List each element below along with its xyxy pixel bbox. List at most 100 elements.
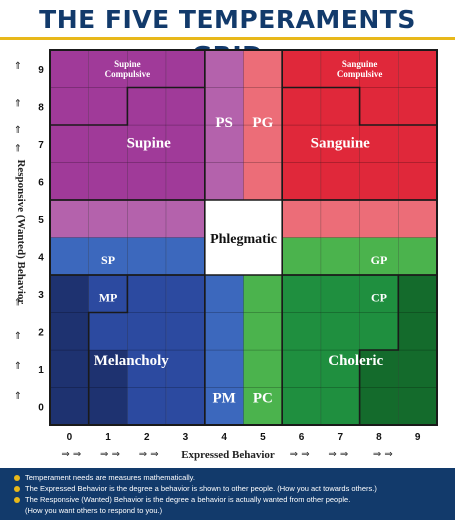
- label-mp-line: MP: [99, 290, 118, 304]
- grid-cell: [243, 124, 283, 163]
- grid-cell: [243, 312, 283, 351]
- label-supine: Supine: [127, 136, 172, 152]
- grid-cell: [397, 387, 438, 426]
- grid-cell: [243, 349, 283, 388]
- grid-cell: [49, 87, 90, 126]
- grid-cell: [165, 87, 206, 126]
- grid-cell: [165, 312, 206, 351]
- grid-cell: [88, 274, 128, 313]
- notes-footer: Temperament needs are measures mathemati…: [0, 468, 455, 520]
- grid-cell: [320, 87, 360, 126]
- grid-cell: [49, 349, 90, 388]
- y-tick-label: 9: [38, 65, 44, 76]
- x-arrow-icon: ⇒ ⇒: [61, 449, 81, 460]
- label-supine-compulsive-line: Supine: [114, 59, 141, 69]
- y-arrow-icon: ⇑: [14, 391, 22, 402]
- label-melancholy-compulsive-line: Compulsive: [67, 436, 110, 446]
- grid-cell: [88, 49, 128, 88]
- grid-cell: [204, 49, 244, 88]
- label-gp: GP: [371, 253, 388, 267]
- note-text: Temperament needs are measures mathemati…: [25, 473, 195, 482]
- grid-cell: [165, 199, 206, 238]
- grid-cell: [127, 124, 167, 163]
- grid-cell: [397, 349, 438, 388]
- label-choleric-compulsive: Choleric Compulsive: [377, 426, 420, 446]
- bullet-icon: [14, 497, 20, 504]
- y-tick-label: 5: [38, 215, 44, 226]
- grid-cell: [281, 312, 322, 351]
- grid-cell: [359, 199, 399, 238]
- grid-cell: [127, 87, 167, 126]
- grid-cell: [281, 199, 322, 238]
- grid-cell: [243, 162, 283, 201]
- label-melancholy-line: Melancholy: [94, 353, 169, 369]
- label-sanguine-compulsive-line: Sanguine: [342, 59, 378, 69]
- label-sanguine-compulsive: Sanguine Compulsive: [337, 59, 383, 79]
- label-supine-line: Supine: [127, 136, 172, 152]
- grid-cell: [281, 162, 322, 201]
- grid-cell: [49, 274, 90, 313]
- label-supine-compulsive: Supine Compulsive: [105, 59, 151, 79]
- melancholy-compulsive-border: [87, 275, 129, 425]
- grid-cell: [165, 387, 206, 426]
- y-arrow-icon: ⇑: [14, 125, 22, 136]
- x-tick-label: 6: [299, 432, 305, 443]
- title-bar: THE FIVE TEMPERAMENTS GRID: [0, 0, 455, 70]
- x-tick-label: 1: [105, 432, 111, 443]
- y-tick-label: 8: [38, 102, 44, 113]
- y-axis-label: Responsive (Wanted) Behavior: [15, 159, 27, 304]
- grid-cell: [204, 349, 244, 388]
- x-tick-label: 0: [67, 432, 73, 443]
- label-gp-line: GP: [371, 253, 388, 267]
- grid-cell: [165, 124, 206, 163]
- grid-cell: [88, 162, 128, 201]
- note-3-continued: (How you want others to respond to you.): [25, 506, 163, 515]
- choleric-compulsive-border: [358, 275, 400, 425]
- grid-cell: [281, 87, 322, 126]
- grid-cell: [359, 312, 399, 351]
- grid-cell: [127, 274, 167, 313]
- label-sp: SP: [101, 253, 115, 267]
- grid-cell: [281, 387, 322, 426]
- label-sanguine-compulsive-line: Compulsive: [337, 69, 383, 79]
- x-tick-label: 4: [221, 432, 227, 443]
- grid-cell: [49, 124, 90, 163]
- x-tick-label: 9: [415, 432, 421, 443]
- grid-cell: [49, 162, 90, 201]
- label-phlegmatic-line: Phlegmatic: [210, 232, 277, 247]
- grid-cell: [88, 87, 128, 126]
- x-arrow-icon: ⇒ ⇒: [139, 449, 159, 460]
- label-pc: PC: [253, 391, 273, 407]
- grid-cell: [359, 49, 399, 88]
- y-tick-label: 6: [38, 177, 44, 188]
- grid-cell: [397, 312, 438, 351]
- grid-cell: [127, 387, 167, 426]
- grid-cell: [127, 199, 167, 238]
- grid-cell: [165, 162, 206, 201]
- label-pg-line: PG: [252, 115, 273, 131]
- grid-cell: [320, 49, 360, 88]
- label-sp-line: SP: [101, 253, 115, 267]
- label-pm: PM: [212, 391, 235, 407]
- grid-cell: [320, 124, 360, 163]
- grid-cell: [88, 237, 128, 276]
- bullet-icon: [14, 486, 20, 493]
- sanguine-compulsive-border: [282, 86, 437, 126]
- y-arrow-icon: ⇑: [14, 361, 22, 372]
- label-choleric-compulsive-line: Compulsive: [377, 436, 420, 446]
- grid-cell: [397, 162, 438, 201]
- grid-cell: [320, 387, 360, 426]
- label-melancholy: Melancholy: [94, 353, 169, 369]
- grid-cell: [127, 162, 167, 201]
- grid-cell: [359, 387, 399, 426]
- label-supine-compulsive-line: Compulsive: [105, 69, 151, 79]
- grid-outer-border: [49, 49, 438, 426]
- y-tick-label: 1: [38, 365, 44, 376]
- grid-cell: [243, 274, 283, 313]
- grid-cell: [281, 349, 322, 388]
- bullet-icon: [14, 475, 20, 482]
- grid-cell: [127, 237, 167, 276]
- grid-cell: [165, 237, 206, 276]
- grid-cell: [49, 237, 90, 276]
